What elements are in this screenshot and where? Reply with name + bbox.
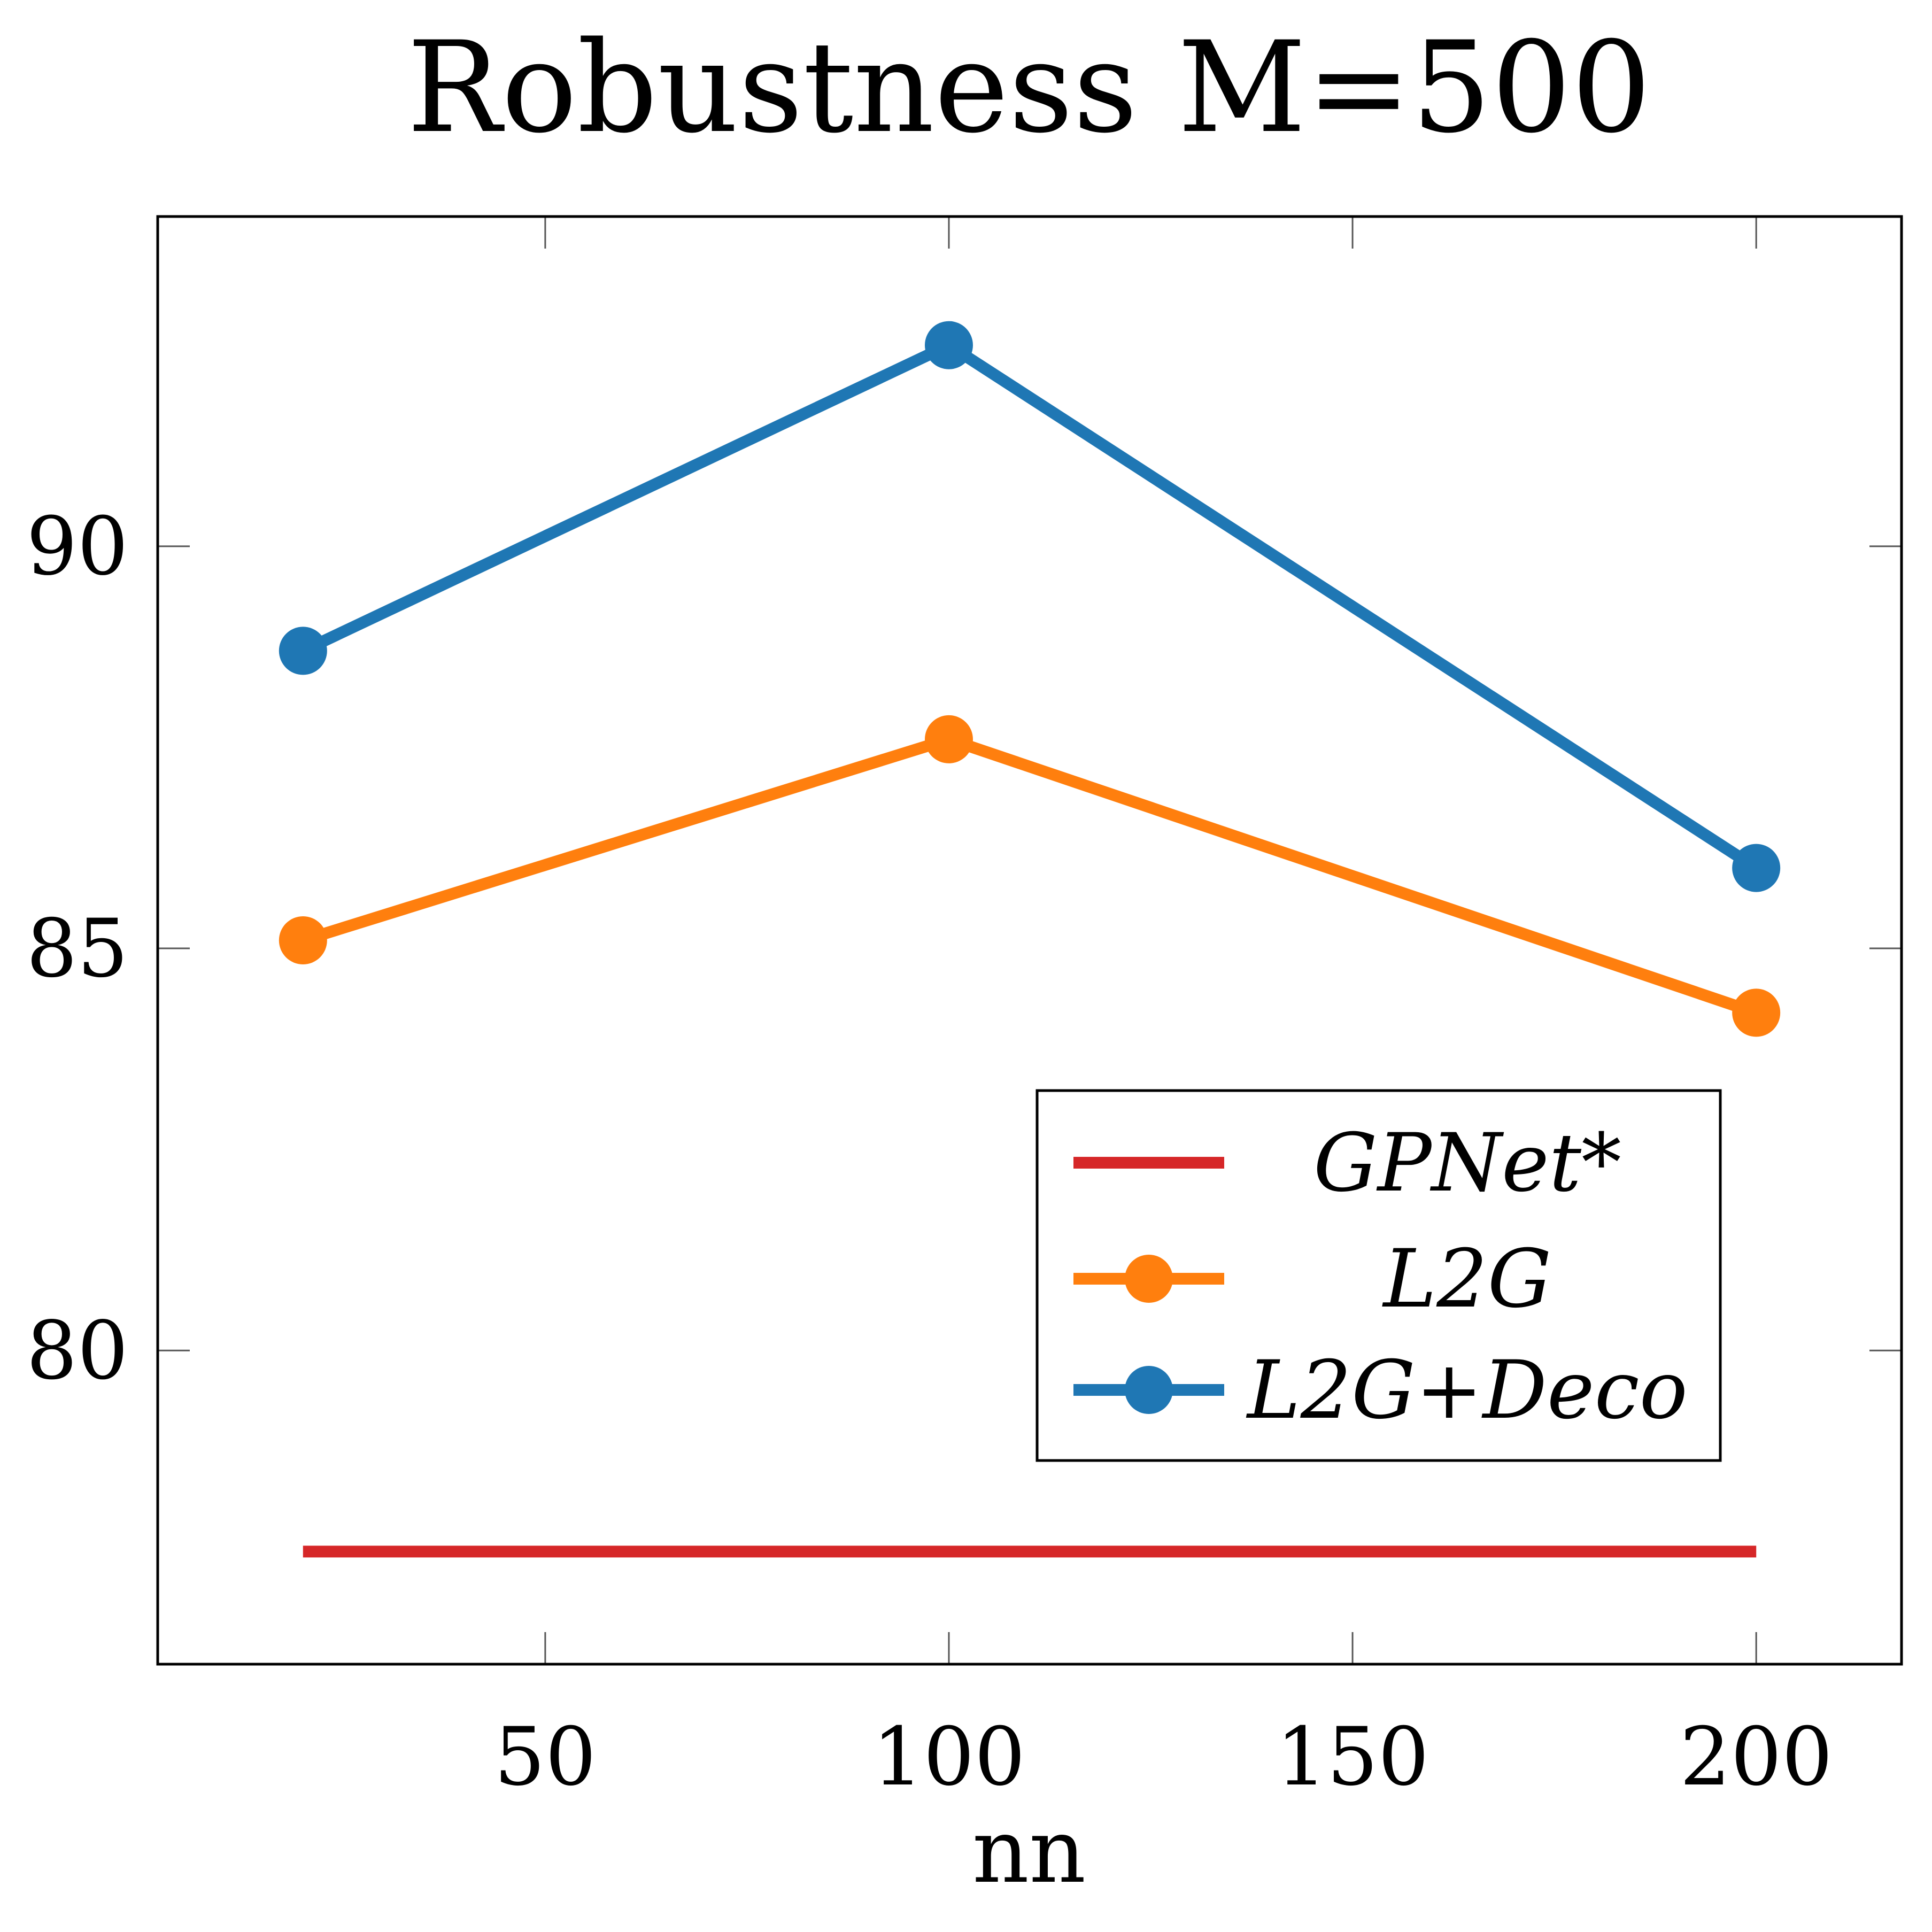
- x-axis-label: nn: [972, 1800, 1086, 1903]
- data-point-l2g-deco: [924, 321, 973, 369]
- x-tick-label: 100: [872, 1711, 1025, 1804]
- data-point-l2g-deco: [1732, 844, 1781, 892]
- x-tick-label: 200: [1680, 1711, 1833, 1804]
- legend-marker-l2g-deco: [1125, 1366, 1173, 1414]
- y-tick-label: 85: [26, 902, 128, 995]
- legend-marker-l2g: [1125, 1255, 1173, 1303]
- legend: GPNet* L2G L2G+Deco: [1035, 1089, 1722, 1462]
- x-tick-label: 150: [1276, 1711, 1429, 1804]
- x-tick-label: 50: [494, 1711, 596, 1804]
- data-point-l2g: [1732, 988, 1781, 1037]
- tick-marks: [158, 217, 1902, 1664]
- y-tick-label: 90: [26, 500, 128, 593]
- chart-title: Robustness M=500: [407, 15, 1651, 161]
- series-l2g-deco: [279, 321, 1781, 892]
- plot-frame: [156, 215, 1903, 1666]
- data-point-l2g-deco: [279, 627, 327, 675]
- legend-label-l2g-deco: L2G+Deco: [1246, 1344, 1688, 1437]
- plot-series: [279, 321, 1781, 1558]
- tick-labels: 50 100 150 200 80 85 90: [26, 500, 1833, 1804]
- data-point-l2g: [924, 715, 973, 763]
- series-l2g: [279, 715, 1781, 1037]
- y-tick-label: 80: [26, 1304, 128, 1397]
- legend-label-l2g: L2G: [1382, 1233, 1552, 1326]
- data-point-l2g: [279, 916, 327, 964]
- legend-label-gpnet: GPNet*: [1313, 1117, 1621, 1210]
